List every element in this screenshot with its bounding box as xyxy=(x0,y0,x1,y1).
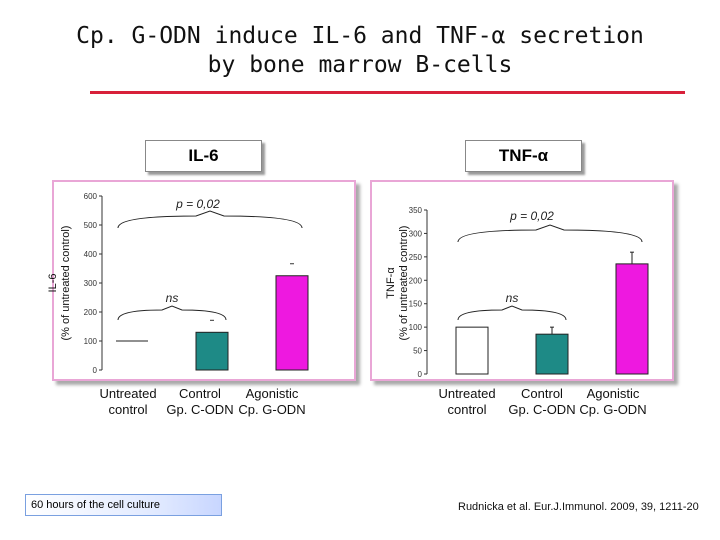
citation: Rudnicka et al. Eur.J.Immunol. 2009, 39,… xyxy=(458,501,699,513)
il6-bar-agonistic xyxy=(275,275,309,371)
slide-title-line-1: Cp. G-ODN induce IL-6 and TNF-α secretio… xyxy=(76,23,644,49)
il6-y-tick-label: 200 xyxy=(84,308,98,317)
slide-title-line-2: by bone marrow B-cells xyxy=(207,52,513,78)
il6-category-control-line-2: Gp. C-ODN xyxy=(166,402,234,417)
tnf-category-agonistic-line-2: Cp. G-ODN xyxy=(579,402,647,417)
tnf-category-control-line-2: Gp. C-ODN xyxy=(508,402,576,417)
tnf-chart-card: 0 50 100 150 200 250 300 350 ns p = 0,02 xyxy=(370,180,674,381)
il6-y-tick-label: 400 xyxy=(84,250,98,259)
il6-lower-annotation: ns xyxy=(166,291,179,305)
tnf-category-control: Control Gp. C-ODN xyxy=(502,386,582,418)
tnf-y-tick-label: 250 xyxy=(409,253,423,262)
tnf-y-axis-label-line-2: (% of untreated control) xyxy=(398,225,410,341)
tnf-bar-untreated xyxy=(455,326,489,375)
il6-chart-card: 0 100 200 300 400 500 600 ns p = 0,02 xyxy=(52,180,356,381)
tnf-y-axis-label-line-1: TNF-α xyxy=(385,267,397,299)
tnf-category-agonistic-line-1: Agonistic xyxy=(586,386,640,401)
tnf-y-tick-label: 350 xyxy=(409,206,423,215)
il6-category-agonistic: Agonistic Cp. G-ODN xyxy=(232,386,312,418)
culture-duration-note: 60 hours of the cell culture xyxy=(25,494,222,516)
tnf-category-agonistic: Agonistic Cp. G-ODN xyxy=(573,386,653,418)
tnf-upper-annotation: p = 0,02 xyxy=(509,209,554,223)
tnf-chart: 0 50 100 150 200 250 300 350 ns p = 0,02 xyxy=(409,206,649,379)
tnf-lower-annotation: ns xyxy=(506,291,519,305)
il6-y-axis-label: IL-6 (% of untreated control) xyxy=(47,203,73,363)
tnf-bar-control xyxy=(535,333,569,375)
tnf-category-untreated: Untreated control xyxy=(427,386,507,418)
tnf-panel-label: TNF-α xyxy=(465,140,582,172)
tnf-category-untreated-line-1: Untreated xyxy=(438,386,496,401)
il6-category-untreated: Untreated control xyxy=(88,386,168,418)
title-underline xyxy=(90,91,685,94)
tnf-upper-bracket xyxy=(457,224,643,243)
il6-category-control: Control Gp. C-ODN xyxy=(160,386,240,418)
tnf-category-control-line-1: Control xyxy=(521,386,563,401)
tnf-y-axis-label: TNF-α (% of untreated control) xyxy=(385,203,411,363)
il6-category-untreated-line-1: Untreated xyxy=(99,386,157,401)
il6-y-tick-label: 500 xyxy=(84,221,98,230)
tnf-y-tick-label: 0 xyxy=(418,370,423,379)
il6-lower-bracket xyxy=(117,305,227,321)
il6-upper-bracket xyxy=(117,210,303,229)
il6-category-agonistic-line-2: Cp. G-ODN xyxy=(238,402,306,417)
il6-category-untreated-line-2: control xyxy=(108,402,148,417)
il6-y-tick-label: 0 xyxy=(93,366,98,375)
tnf-category-untreated-line-2: control xyxy=(447,402,487,417)
il6-y-tick-label: 100 xyxy=(84,337,98,346)
tnf-y-tick-label: 150 xyxy=(409,300,423,309)
il6-y-axis-label-line-1: IL-6 xyxy=(47,273,59,293)
tnf-bar-agonistic xyxy=(615,263,649,375)
tnf-y-tick-label: 300 xyxy=(409,229,423,238)
tnf-y-tick-label: 100 xyxy=(409,323,423,332)
il6-category-agonistic-line-1: Agonistic xyxy=(245,386,299,401)
tnf-lower-bracket xyxy=(457,305,567,321)
il6-upper-annotation: p = 0,02 xyxy=(175,197,220,211)
il6-y-tick-label: 300 xyxy=(84,279,98,288)
il6-category-control-line-1: Control xyxy=(179,386,221,401)
il6-bar-control xyxy=(195,331,229,371)
tnf-y-tick-label: 50 xyxy=(413,347,422,356)
il6-panel-label: IL-6 xyxy=(145,140,262,172)
il6-chart: 0 100 200 300 400 500 600 ns p = 0,02 xyxy=(84,192,309,375)
tnf-y-tick-label: 200 xyxy=(409,276,423,285)
il6-y-tick-label: 600 xyxy=(84,192,98,201)
il6-y-axis-label-line-2: (% of untreated control) xyxy=(60,225,72,341)
